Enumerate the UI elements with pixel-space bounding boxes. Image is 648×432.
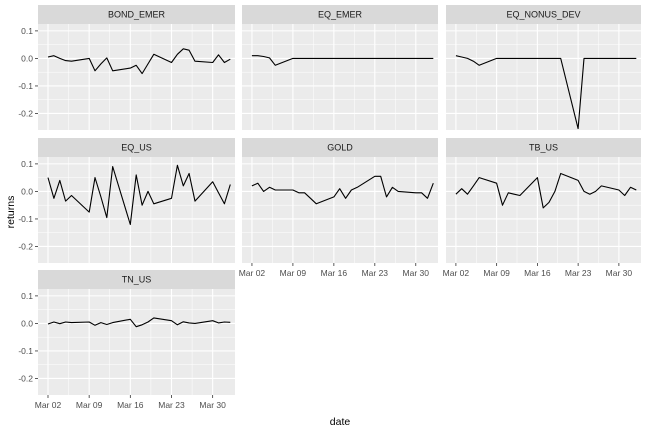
- y-tick-label: -0.1: [18, 81, 33, 91]
- panel-tn-us: TN_US: [38, 270, 235, 395]
- x-tick-label: Mar 02: [35, 400, 62, 410]
- strip-label: TN_US: [122, 275, 152, 285]
- x-tick-label: Mar 30: [606, 268, 633, 278]
- x-tick-label: Mar 23: [158, 400, 185, 410]
- series-line-gold: [251, 175, 434, 205]
- y-tick-label: 0.0: [21, 186, 33, 196]
- panel-eq-emer: EQ_EMER: [242, 5, 438, 130]
- x-tick-label: Mar 23: [362, 268, 389, 278]
- x-tick-label: Mar 23: [565, 268, 592, 278]
- x-tick-label: Mar 09: [76, 400, 103, 410]
- strip-label: TB_US: [529, 143, 558, 153]
- y-tick-label: 0.1: [21, 291, 33, 301]
- x-tick-label: Mar 16: [117, 400, 144, 410]
- series-line-bond-emer: [47, 48, 231, 75]
- strip-background: [242, 5, 438, 24]
- y-axis-title: returns: [5, 196, 17, 229]
- series-line-tn-us: [47, 317, 231, 328]
- series-line-eq-nonus-dev: [455, 55, 637, 130]
- strip-label: EQ_US: [121, 143, 152, 153]
- panel-background: [446, 24, 641, 130]
- y-tick-label: -0.2: [18, 108, 33, 118]
- strip-background: [38, 138, 235, 157]
- x-tick-label: Mar 16: [524, 268, 551, 278]
- y-tick-label: 0.1: [21, 159, 33, 169]
- x-tick-label: Mar 09: [483, 268, 510, 278]
- x-tick-label: Mar 30: [199, 400, 226, 410]
- y-tick-label: 0.1: [21, 26, 33, 36]
- panel-bond-emer: BOND_EMER: [38, 5, 235, 130]
- strip-background: [242, 138, 438, 157]
- panel-background: [38, 289, 235, 395]
- panel-background: [38, 24, 235, 130]
- series-line-tb-us: [455, 172, 637, 209]
- y-tick-label: -0.1: [18, 214, 33, 224]
- strip-background: [446, 138, 641, 157]
- y-tick-label: -0.2: [18, 241, 33, 251]
- panels: BOND_EMER EQ_EMER EQ_NONUS_DEV EQ_US GOLD TB_…: [38, 5, 641, 395]
- strip-label: EQ_NONUS_DEV: [506, 10, 580, 20]
- series-line-eq-emer: [251, 55, 434, 66]
- strip-background: [446, 5, 641, 24]
- series-line-eq-us: [47, 164, 231, 226]
- y-tick-label: 0.0: [21, 318, 33, 328]
- y-tick-label: -0.2: [18, 373, 33, 383]
- panel-gold: GOLD: [242, 138, 438, 263]
- strip-label: GOLD: [327, 143, 353, 153]
- panel-background: [242, 24, 438, 130]
- strip-background: [38, 270, 235, 289]
- x-tick-label: Mar 02: [239, 268, 266, 278]
- x-axis-title: date: [330, 416, 351, 428]
- y-tick-label: 0.0: [21, 53, 33, 63]
- strip-label: BOND_EMER: [108, 10, 166, 20]
- x-tick-label: Mar 09: [280, 268, 307, 278]
- y-tick-label: -0.1: [18, 346, 33, 356]
- panel-background: [38, 157, 235, 263]
- x-tick-label: Mar 16: [321, 268, 348, 278]
- strip-label: EQ_EMER: [318, 10, 363, 20]
- axes: 0.1 0.0 -0.1 -0.2 0.1 0.0 -0.1 -0.2 0.1 0.0 -0.1 -0…: [18, 26, 632, 410]
- panel-eq-us: EQ_US: [38, 138, 235, 263]
- panel-background: [446, 157, 641, 263]
- panel-background: [242, 157, 438, 263]
- panel-tb-us: TB_US: [446, 138, 641, 263]
- x-tick-label: Mar 02: [443, 268, 470, 278]
- strip-background: [38, 5, 235, 24]
- panel-eq-nonus-dev: EQ_NONUS_DEV: [446, 5, 641, 130]
- x-tick-label: Mar 30: [403, 268, 430, 278]
